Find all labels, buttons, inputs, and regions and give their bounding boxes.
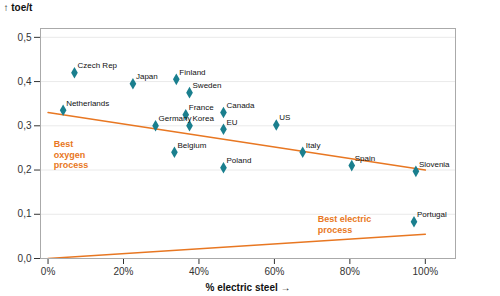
svg-text:Japan: Japan bbox=[136, 72, 158, 81]
svg-text:US: US bbox=[279, 113, 290, 122]
svg-text:100%: 100% bbox=[413, 266, 439, 277]
svg-text:Canada: Canada bbox=[226, 101, 255, 110]
svg-text:40%: 40% bbox=[189, 266, 209, 277]
svg-text:Best electricprocess: Best electricprocess bbox=[318, 214, 372, 235]
svg-text:80%: 80% bbox=[340, 266, 360, 277]
svg-text:Czech Rep: Czech Rep bbox=[77, 61, 117, 70]
svg-text:0,1: 0,1 bbox=[18, 208, 32, 219]
svg-text:0,2: 0,2 bbox=[18, 164, 32, 175]
svg-text:France: France bbox=[189, 103, 214, 112]
svg-text:0,5: 0,5 bbox=[18, 32, 32, 43]
svg-text:Germany: Germany bbox=[159, 114, 192, 123]
svg-text:0,4: 0,4 bbox=[18, 76, 32, 87]
svg-text:Netherlands: Netherlands bbox=[66, 99, 109, 108]
svg-text:EU: EU bbox=[226, 118, 237, 127]
svg-text:Slovenia: Slovenia bbox=[419, 160, 450, 169]
svg-text:60%: 60% bbox=[264, 266, 284, 277]
svg-text:Korea: Korea bbox=[193, 114, 215, 123]
svg-text:20%: 20% bbox=[113, 266, 133, 277]
svg-text:↑ toe/t: ↑ toe/t bbox=[4, 2, 34, 13]
svg-text:Poland: Poland bbox=[226, 156, 251, 165]
svg-text:Portugal: Portugal bbox=[417, 210, 447, 219]
svg-text:Belgium: Belgium bbox=[177, 141, 206, 150]
svg-text:Sweden: Sweden bbox=[193, 81, 222, 90]
svg-text:Bestoxygenprocess: Bestoxygenprocess bbox=[54, 139, 89, 171]
svg-text:0,3: 0,3 bbox=[18, 120, 32, 131]
svg-text:0%: 0% bbox=[41, 266, 56, 277]
svg-text:Italy: Italy bbox=[306, 141, 321, 150]
svg-text:Finland: Finland bbox=[179, 68, 205, 77]
svg-text:Spain: Spain bbox=[355, 154, 375, 163]
svg-text:% electric steel →: % electric steel → bbox=[205, 282, 290, 293]
svg-text:0,0: 0,0 bbox=[18, 253, 32, 264]
